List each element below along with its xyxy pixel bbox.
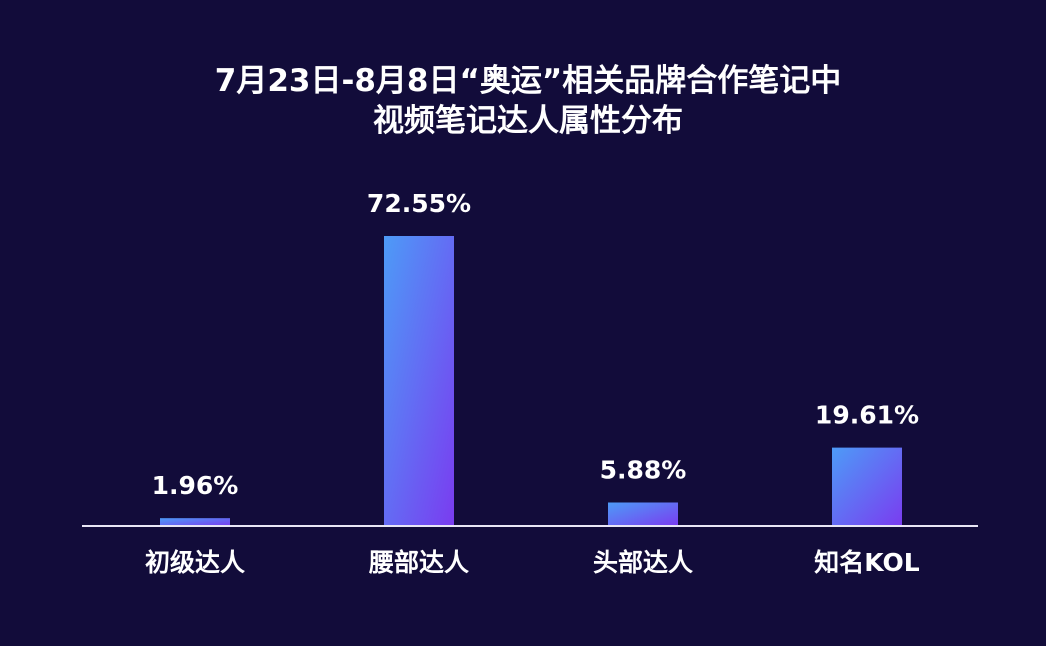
value-label-3: 5.88%: [600, 455, 687, 484]
category-label-3: 头部达人: [593, 548, 693, 577]
category-label-4: 知名KOL: [814, 548, 920, 577]
bar-4: [832, 447, 902, 526]
chart-title-line-1: 7月23日-8月8日“奥运”相关品牌合作笔记中: [215, 63, 841, 99]
category-label-2: 腰部达人: [368, 548, 469, 577]
bar-2: [384, 236, 454, 526]
value-label-2: 72.55%: [367, 189, 471, 218]
bars-group: 1.96% 初级达人 72.55% 腰部达人 5.88% 头部达人 19.61% 知名KOL: [145, 189, 920, 577]
value-label-1: 1.96%: [152, 471, 239, 500]
bar-1: [160, 518, 230, 526]
chart-title-line-2: 视频笔记达人属性分布: [373, 103, 683, 139]
bar-3: [608, 502, 678, 526]
value-label-4: 19.61%: [815, 401, 919, 430]
category-label-1: 初级达人: [145, 548, 245, 577]
